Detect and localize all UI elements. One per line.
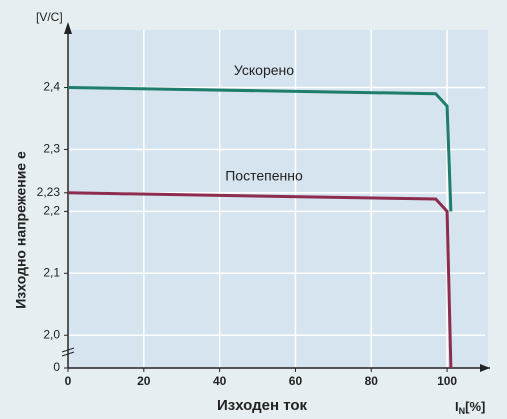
page: [V/C] Изходно напрежение е Изходен ток I… <box>0 0 507 419</box>
series-label: Постепенно <box>225 168 303 184</box>
y-tick-label: 2,4 <box>43 80 60 94</box>
y-tick-label: 2,1 <box>43 265 60 279</box>
y-tick-label: 2,3 <box>43 142 60 156</box>
x-tick-label: 0 <box>65 374 72 388</box>
x-label: Изходен ток <box>217 397 308 414</box>
x-tick-label: 20 <box>137 374 151 388</box>
x-tick-label: 40 <box>213 374 227 388</box>
series-label: Ускорено <box>234 62 294 78</box>
x-tick-label: 80 <box>365 374 379 388</box>
y-tick-label: 0 <box>53 360 60 374</box>
y-unit: [V/C] <box>36 10 63 24</box>
y-arrow <box>64 22 72 34</box>
chart: [V/C] Изходно напрежение е Изходен ток I… <box>0 0 507 419</box>
y-tick-label: 2,0 <box>43 327 60 341</box>
x-unit: IN[%] <box>455 399 485 416</box>
y-tick-label: 2,2 <box>43 204 60 218</box>
y-tick-label: 2,23 <box>37 185 61 199</box>
x-tick-label: 100 <box>437 374 457 388</box>
y-label: Изходно напрежение е <box>13 151 29 309</box>
x-tick-label: 60 <box>289 374 303 388</box>
x-unit-rest: [%] <box>465 399 485 414</box>
